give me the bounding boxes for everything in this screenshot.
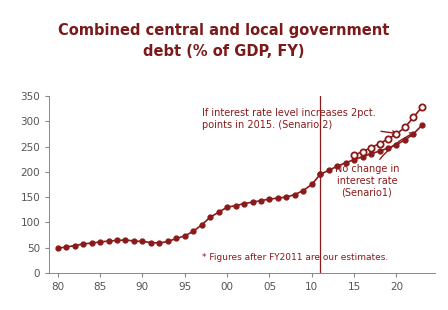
Text: If interest rate level increases 2pct.
points in 2015. (Senario 2): If interest rate level increases 2pct. p… [202,108,396,135]
Text: No change in
interest rate
(Senario1): No change in interest rate (Senario1) [335,133,414,197]
Text: Combined central and local government
debt (% of GDP, FY): Combined central and local government de… [58,23,390,59]
Text: * Figures after FY2011 are our estimates.: * Figures after FY2011 are our estimates… [202,253,388,262]
